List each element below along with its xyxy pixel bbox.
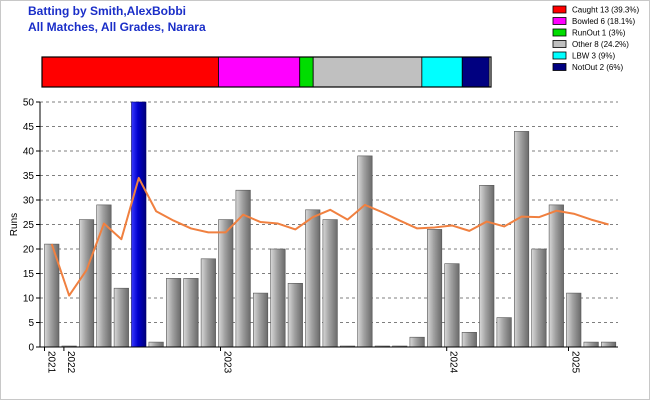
legend-label-5: NotOut 2 (6%) <box>572 63 623 72</box>
y-tick-label-2: 10 <box>23 294 35 305</box>
y-tick-label-7: 35 <box>23 171 35 182</box>
bar-2 <box>79 219 95 348</box>
y-tick-label-10: 50 <box>23 98 35 109</box>
summary-segment-4 <box>421 56 463 88</box>
average-line <box>50 176 609 297</box>
legend-swatch-5 <box>552 63 567 71</box>
bar-6 <box>148 341 164 348</box>
bar-28 <box>531 248 547 348</box>
summary-segment-2 <box>299 56 314 88</box>
legend-swatch-2 <box>552 28 567 37</box>
legend-swatch-1 <box>552 17 567 25</box>
x-tick-label-4: 2025 <box>570 351 581 374</box>
bar-30 <box>566 292 582 348</box>
bar-7 <box>166 278 182 348</box>
chart-subtitle: All Matches, All Grades, Narara <box>28 20 206 34</box>
bar-16 <box>322 219 338 348</box>
bar-9 <box>200 258 216 348</box>
bar-24 <box>461 331 477 348</box>
summary-segment-5 <box>461 56 490 88</box>
summary-segment-1 <box>218 56 301 88</box>
bar-15 <box>305 209 321 348</box>
bar-8 <box>183 278 199 348</box>
legend-swatch-4 <box>552 51 567 60</box>
y-tick-label-8: 40 <box>23 147 35 158</box>
dismissal-summary-bar <box>41 56 492 88</box>
bar-12 <box>253 292 269 348</box>
bar-5 <box>131 101 147 348</box>
y-tick-label-6: 30 <box>23 196 35 207</box>
bar-18 <box>357 155 373 348</box>
legend-label-3: Other 8 (24.2%) <box>572 40 629 49</box>
x-tick-label-3: 2024 <box>448 351 459 374</box>
y-tick-label-0: 0 <box>28 343 34 354</box>
legend-label-1: Bowled 6 (18.1%) <box>572 17 635 26</box>
chart-title: Batting by Smith,AlexBobbi <box>28 4 187 18</box>
x-tick-label-2: 2023 <box>222 351 233 374</box>
average-line-path <box>50 176 609 297</box>
y-tick-label-4: 20 <box>23 245 35 256</box>
legend: Caught 13 (39.3%) Bowled 6 (18.1%) RunOut … <box>552 5 639 72</box>
summary-border <box>41 56 492 88</box>
bar-14 <box>287 282 303 348</box>
bar-26 <box>496 317 512 348</box>
bar-32 <box>600 341 617 348</box>
y-axis-label: Runs <box>9 213 20 236</box>
y-tick-label-1: 5 <box>28 318 34 329</box>
x-tick-label-0: 2021 <box>46 351 57 374</box>
bar-22 <box>426 229 443 348</box>
x-tick-label-1: 2022 <box>65 351 76 374</box>
y-tick-label-3: 15 <box>23 269 35 280</box>
bar-10 <box>218 219 234 348</box>
bar-23 <box>444 263 460 348</box>
legend-swatch-3 <box>552 40 567 48</box>
bar-4 <box>113 287 129 348</box>
legend-label-0: Caught 13 (39.3%) <box>572 6 639 15</box>
bar-27 <box>513 131 530 348</box>
bar-29 <box>548 204 564 348</box>
summary-segment-3 <box>312 56 423 88</box>
legend-label-4: LBW 3 (9%) <box>572 52 615 61</box>
bar-13 <box>270 248 286 348</box>
bar-25 <box>479 185 495 348</box>
legend-swatch-0 <box>552 5 567 14</box>
y-tick-label-5: 25 <box>23 220 35 231</box>
bar-21 <box>409 336 425 348</box>
legend-label-2: RunOut 1 (3%) <box>572 29 626 38</box>
runs-bars <box>44 101 617 348</box>
summary-segment-0 <box>41 56 219 88</box>
bar-31 <box>583 341 599 348</box>
y-tick-label-9: 45 <box>23 122 35 133</box>
